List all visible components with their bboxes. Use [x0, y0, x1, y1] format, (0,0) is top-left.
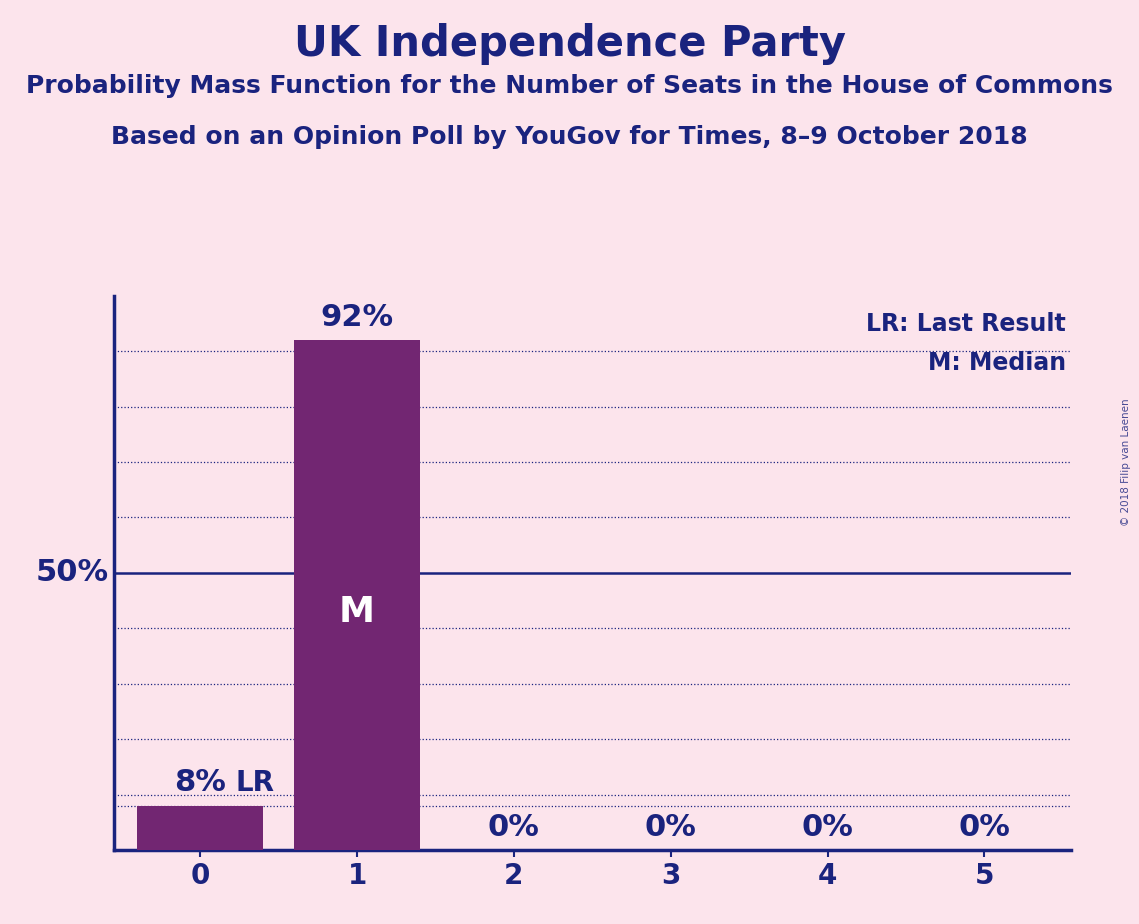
Text: 50%: 50%: [36, 558, 109, 588]
Text: UK Independence Party: UK Independence Party: [294, 23, 845, 65]
Text: LR: Last Result: LR: Last Result: [866, 312, 1066, 336]
Bar: [138, 806, 263, 850]
Text: 8%: 8%: [174, 769, 227, 797]
Text: 0%: 0%: [802, 813, 853, 842]
Bar: [294, 340, 420, 850]
Text: © 2018 Filip van Laenen: © 2018 Filip van Laenen: [1121, 398, 1131, 526]
Text: 0%: 0%: [958, 813, 1010, 842]
Text: 0%: 0%: [487, 813, 540, 842]
Text: M: M: [339, 595, 375, 628]
Text: LR: LR: [236, 770, 274, 797]
Text: Based on an Opinion Poll by YouGov for Times, 8–9 October 2018: Based on an Opinion Poll by YouGov for T…: [112, 125, 1027, 149]
Text: 0%: 0%: [645, 813, 697, 842]
Text: 92%: 92%: [320, 303, 394, 332]
Text: Probability Mass Function for the Number of Seats in the House of Commons: Probability Mass Function for the Number…: [26, 74, 1113, 98]
Text: M: Median: M: Median: [928, 351, 1066, 375]
